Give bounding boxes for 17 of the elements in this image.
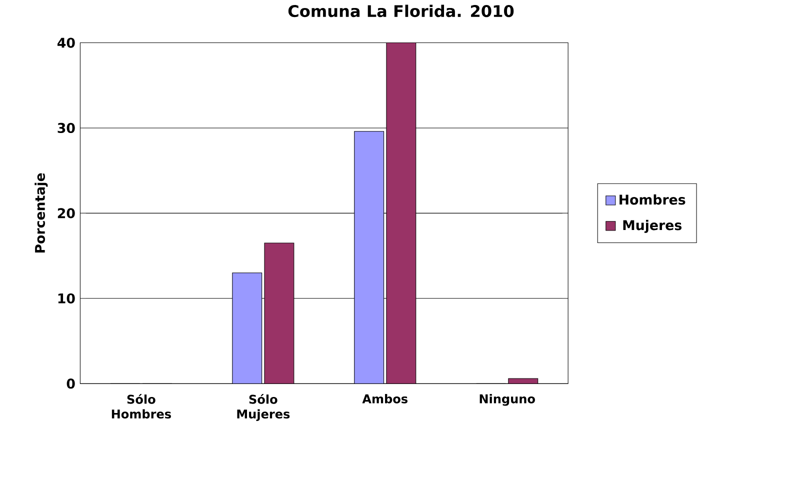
y-tick-label: 20 xyxy=(58,208,75,218)
y-tick-label: 10 xyxy=(58,293,75,304)
y-tick-label: 30 xyxy=(58,122,75,133)
legend-label: Mujeres xyxy=(623,220,682,233)
x-tick-label: Ninguno xyxy=(480,394,535,406)
chart-title: Comuna La Florida. 2010 xyxy=(288,4,514,18)
legend-label: Hombres xyxy=(620,194,686,205)
bar xyxy=(264,242,294,384)
bar xyxy=(386,42,416,384)
y-axis-title: Porcentaje xyxy=(34,173,48,252)
bar xyxy=(354,131,384,384)
y-tick-label: 0 xyxy=(66,378,75,389)
bar xyxy=(232,272,262,384)
x-tick-label: Ambos xyxy=(362,394,408,404)
x-tick-label: Sólo Mujeres xyxy=(237,394,290,421)
x-tick-label: Sólo Hombres xyxy=(112,394,171,418)
y-tick-label: 40 xyxy=(57,38,75,48)
